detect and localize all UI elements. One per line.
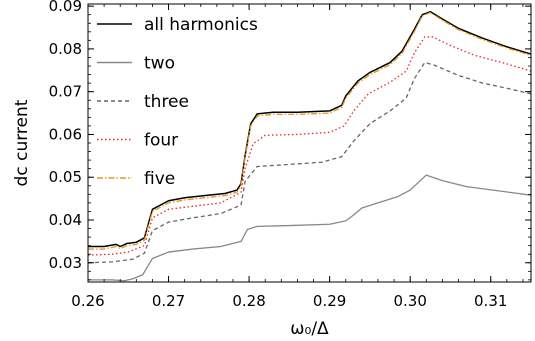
series-line-two [88, 174, 532, 282]
x-tick-label: 0.30 [393, 292, 426, 310]
y-tick-label: 0.06 [49, 125, 82, 143]
series-line-all-harmonics [88, 10, 532, 248]
y-tick-label: 0.05 [49, 168, 82, 186]
x-tick-label: 0.29 [313, 292, 346, 310]
series-lines [87, 10, 532, 282]
y-tick-label: 0.03 [49, 254, 82, 272]
x-tick-label: 0.31 [474, 292, 507, 310]
tick-labels: 0.26 0.27 0.28 0.29 0.30 0.31 0.03 0.04 0.05 0.06… [49, 0, 508, 310]
axis-ticks [87, 4, 531, 282]
y-axis-label: dc current [12, 99, 32, 186]
x-tick-label: 0.26 [71, 292, 104, 310]
y-tick-label: 0.08 [49, 40, 82, 58]
y-tick-label: 0.07 [49, 83, 82, 101]
x-tick-label: 0.27 [152, 292, 185, 310]
x-tick-label: 0.28 [232, 292, 265, 310]
y-tick-label: 0.09 [49, 0, 82, 15]
legend: all harmonics two three four five [97, 15, 258, 189]
series-line-five [88, 11, 532, 250]
legend-label: four [144, 131, 178, 151]
y-tick-label: 0.04 [49, 211, 82, 229]
x-axis-label: ω₀/Δ [290, 319, 329, 339]
legend-label: three [144, 92, 189, 112]
legend-label: five [144, 169, 175, 189]
legend-label: all harmonics [144, 15, 258, 35]
series-line-three [87, 61, 532, 264]
legend-label: two [144, 54, 175, 74]
